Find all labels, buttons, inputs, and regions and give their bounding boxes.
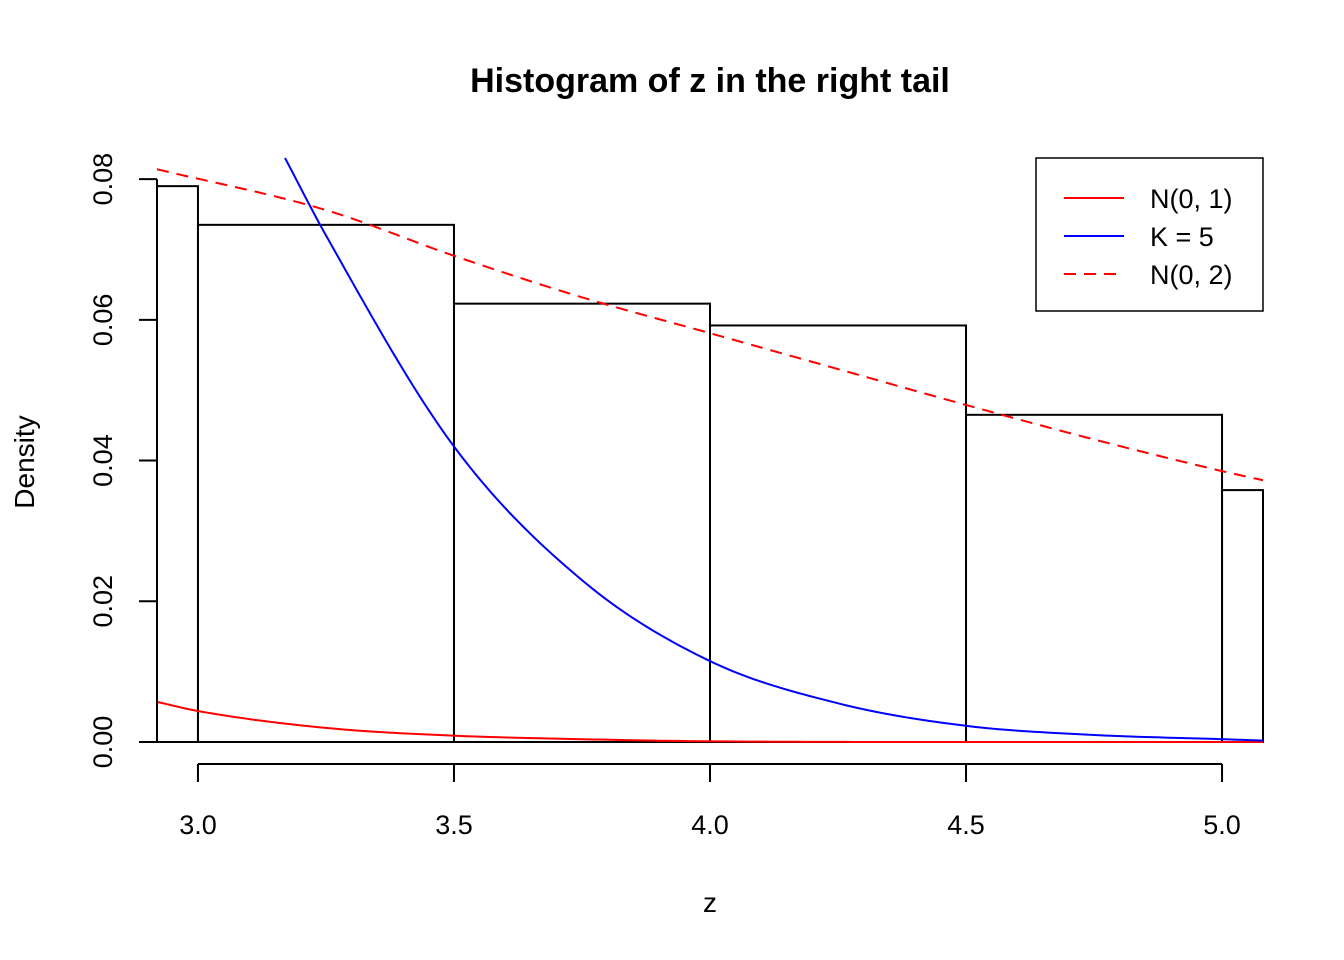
legend: N(0, 1) K = 5 N(0, 2) [1035, 157, 1264, 312]
y-axis: 0.00 0.02 0.04 0.06 0.08 [88, 153, 158, 769]
legend-box [1035, 157, 1264, 312]
y-axis-label: Density [9, 415, 40, 508]
y-tick-label-1: 0.00 [88, 716, 118, 769]
density-curve-3 [156, 168, 1264, 482]
x-axis-label: z [703, 887, 717, 918]
x-axis: 3.0 3.5 4.0 4.5 5.0 [179, 763, 1241, 840]
x-tick-label-3: 4.0 [691, 810, 729, 840]
x-tick-label-5: 5.0 [1203, 810, 1241, 840]
y-tick-label-3: 0.04 [88, 434, 118, 487]
chart-title: Histogram of z in the right tail [470, 62, 950, 100]
legend-label-2: K = 5 [1150, 222, 1214, 252]
x-tick-label-1: 3.0 [179, 810, 217, 840]
histogram-bar-3 [452, 302, 711, 743]
density-curves [156, 157, 1264, 743]
y-tick-label-4: 0.06 [88, 294, 118, 347]
y-tick-label-5: 0.08 [88, 153, 118, 206]
histogram-bar-1 [156, 185, 199, 743]
legend-label-3: N(0, 2) [1150, 260, 1233, 290]
x-tick-label-2: 3.5 [435, 810, 473, 840]
histogram-bar-2 [196, 223, 455, 743]
y-tick-label-2: 0.02 [88, 575, 118, 628]
histogram-bar-4 [709, 324, 968, 743]
x-tick-label-4: 4.5 [947, 810, 985, 840]
density-curve-2 [284, 157, 1264, 742]
histogram-bar-5 [965, 413, 1224, 743]
density-curve-1 [156, 700, 1263, 743]
legend-label-1: N(0, 1) [1150, 184, 1233, 214]
histogram-bar-6 [1221, 489, 1264, 743]
